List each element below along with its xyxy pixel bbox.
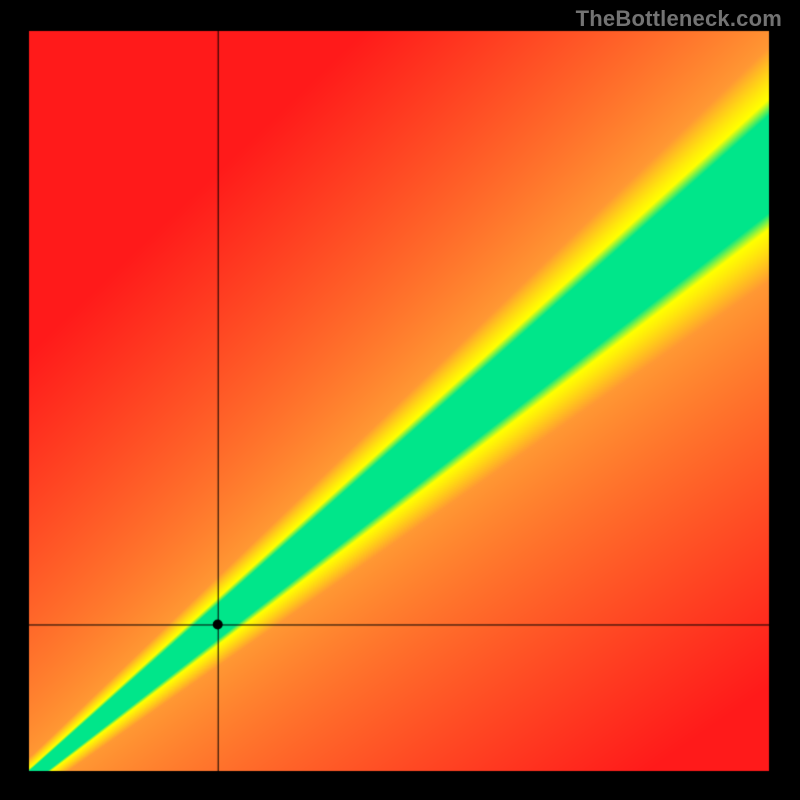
chart-container: TheBottleneck.com [0, 0, 800, 800]
watermark-text: TheBottleneck.com [576, 6, 782, 32]
bottleneck-heatmap [0, 0, 800, 800]
